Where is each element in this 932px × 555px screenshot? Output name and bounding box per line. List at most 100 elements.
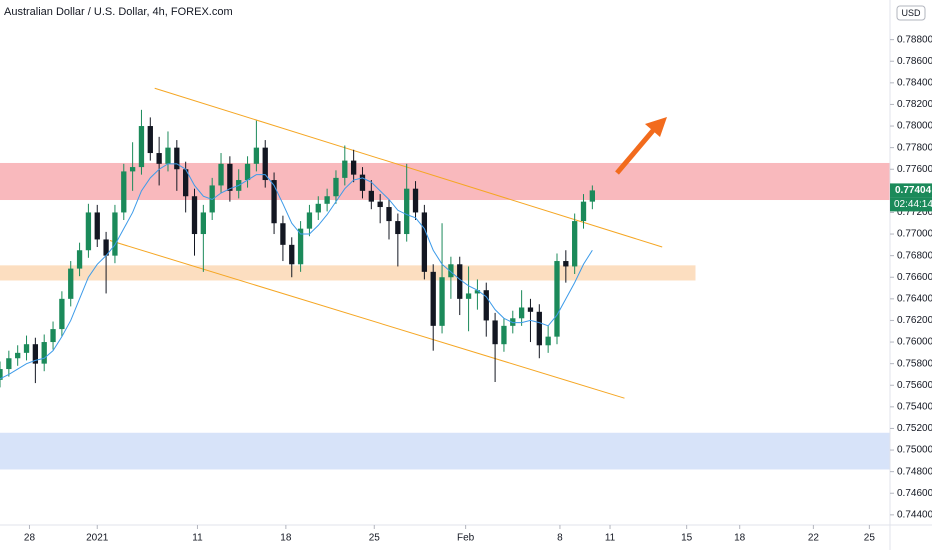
y-tick-label: 0.75600 [897, 380, 932, 391]
countdown: 02:44:14 [894, 199, 932, 210]
candle-body [315, 203, 321, 213]
y-tick-label: 0.76200 [897, 315, 932, 326]
candle-body [545, 336, 551, 346]
y-tick-label: 0.78600 [897, 56, 932, 67]
candle-body [306, 212, 313, 229]
candle-body [289, 244, 295, 265]
candle-body [333, 177, 339, 197]
candle-body [492, 320, 498, 345]
candle-body [377, 201, 383, 208]
candle-body [103, 239, 109, 256]
y-tick-label: 0.74600 [897, 488, 932, 499]
x-tick-label: 11 [605, 533, 616, 544]
y-tick-label: 0.78800 [897, 34, 932, 45]
y-tick-label: 0.75000 [897, 445, 932, 456]
x-tick-label: 11 [192, 533, 203, 544]
currency-box [896, 5, 926, 21]
y-tick-label: 0.76000 [897, 337, 932, 348]
candle-body [183, 169, 189, 197]
x-tick-label: 18 [734, 533, 746, 544]
candle-body [572, 221, 578, 267]
y-tick-label: 0.75200 [897, 423, 932, 434]
candle-body [262, 147, 268, 181]
candle-body [395, 221, 401, 235]
y-tick-label: 0.76800 [897, 250, 932, 261]
y-tick-label: 0.78200 [897, 99, 932, 110]
candle-body [430, 271, 436, 326]
candle-body [165, 147, 171, 164]
last-price-box [890, 183, 932, 198]
candle-body [404, 188, 410, 235]
plot-area [0, 87, 890, 470]
trendline [109, 240, 625, 399]
trendline [154, 87, 663, 248]
x-tick-label: 2021 [86, 533, 109, 544]
y-tick-label: 0.77600 [897, 164, 932, 175]
candle-body [59, 298, 65, 330]
candle-body [457, 264, 463, 299]
candle-body [50, 329, 56, 343]
candle-body [85, 212, 92, 251]
countdown-box [890, 197, 932, 212]
candle-body [350, 160, 357, 175]
y-tick-label: 0.78400 [897, 77, 932, 88]
x-tick-label: 25 [864, 533, 876, 544]
candle-body [76, 250, 83, 269]
candle-body [41, 342, 47, 364]
x-tick-label: 22 [808, 533, 820, 544]
candle-body [271, 180, 277, 224]
candle-body [465, 293, 472, 299]
candle-body [536, 311, 542, 346]
candle-body [589, 190, 596, 202]
candle-body [324, 196, 330, 204]
y-tick-label: 0.74400 [897, 509, 932, 520]
candle-body [412, 188, 419, 213]
y-tick-label: 0.75400 [897, 401, 932, 412]
y-tick-label: 0.75800 [897, 358, 932, 369]
arrow-head [645, 117, 667, 137]
arrow [615, 125, 658, 175]
candle-body [474, 290, 481, 294]
x-tick-label: 8 [557, 533, 563, 544]
candle-body [527, 307, 534, 312]
candle-body [448, 264, 454, 278]
y-tick-label: 0.76400 [897, 293, 932, 304]
candle-body [68, 268, 74, 299]
candle-body [554, 261, 560, 337]
candle-body [112, 212, 118, 256]
candle-body [580, 201, 587, 222]
candle-body [129, 167, 136, 172]
x-tick-label: 25 [369, 533, 381, 544]
candle-body [386, 207, 392, 222]
candle-body [6, 358, 12, 370]
candle-body [501, 325, 507, 345]
candle-body [138, 126, 145, 168]
candle-body [200, 212, 206, 235]
chart-title: Australian Dollar / U.S. Dollar, 4h, FOR… [4, 6, 233, 18]
zone [0, 265, 696, 281]
candle-body [280, 223, 286, 245]
candle-body [32, 344, 39, 364]
x-tick-label: Feb [457, 533, 475, 544]
y-tick-label: 0.74800 [897, 466, 932, 477]
candle-body [94, 212, 100, 240]
candle-body [174, 147, 180, 170]
candle-body [483, 290, 489, 321]
candle-body [563, 261, 569, 267]
candle-body [518, 307, 525, 319]
candle-body [439, 277, 445, 326]
candle-body [253, 147, 260, 164]
x-tick-label: 18 [280, 533, 292, 544]
currency: USD [901, 8, 921, 18]
y-tick-label: 0.76600 [897, 272, 932, 283]
candle-body [121, 171, 127, 213]
moving-average [0, 163, 593, 380]
candle-body [0, 369, 3, 380]
candle-body [368, 190, 374, 202]
candle-body [297, 228, 304, 265]
y-tick-label: 0.78000 [897, 121, 932, 132]
candle-body [227, 163, 233, 191]
y-tick-label: 0.77200 [897, 207, 932, 218]
x-tick-label: 28 [24, 533, 36, 544]
last-price-label: 0.77404 [895, 185, 932, 196]
